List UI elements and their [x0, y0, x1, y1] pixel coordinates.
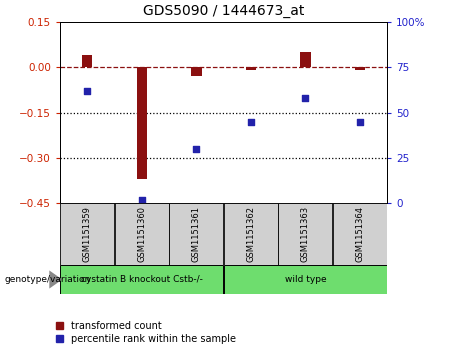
Bar [115, 203, 169, 265]
Bar [355, 67, 365, 70]
Polygon shape [49, 270, 62, 289]
Text: GSM1151362: GSM1151362 [246, 206, 255, 262]
Bar [278, 203, 332, 265]
Bar [191, 67, 201, 76]
Text: GSM1151364: GSM1151364 [355, 206, 365, 262]
Point [356, 119, 364, 125]
Bar [300, 52, 311, 67]
Text: GSM1151363: GSM1151363 [301, 206, 310, 262]
Text: GSM1151361: GSM1151361 [192, 206, 201, 262]
Bar [224, 265, 387, 294]
Title: GDS5090 / 1444673_at: GDS5090 / 1444673_at [143, 4, 304, 18]
Point [138, 197, 145, 203]
Bar [224, 203, 278, 265]
Bar [60, 203, 114, 265]
Text: genotype/variation: genotype/variation [5, 275, 91, 284]
Point [193, 146, 200, 152]
Bar [169, 203, 223, 265]
Point [83, 88, 91, 94]
Point [301, 95, 309, 101]
Bar [246, 67, 256, 70]
Point [247, 119, 254, 125]
Text: GSM1151359: GSM1151359 [83, 206, 92, 262]
Bar [136, 67, 147, 179]
Bar [60, 265, 223, 294]
Text: wild type: wild type [284, 275, 326, 284]
Bar [82, 55, 93, 67]
Legend: transformed count, percentile rank within the sample: transformed count, percentile rank withi… [56, 321, 236, 344]
Text: cystatin B knockout Cstb-/-: cystatin B knockout Cstb-/- [81, 275, 203, 284]
Text: GSM1151360: GSM1151360 [137, 206, 146, 262]
Bar [333, 203, 387, 265]
